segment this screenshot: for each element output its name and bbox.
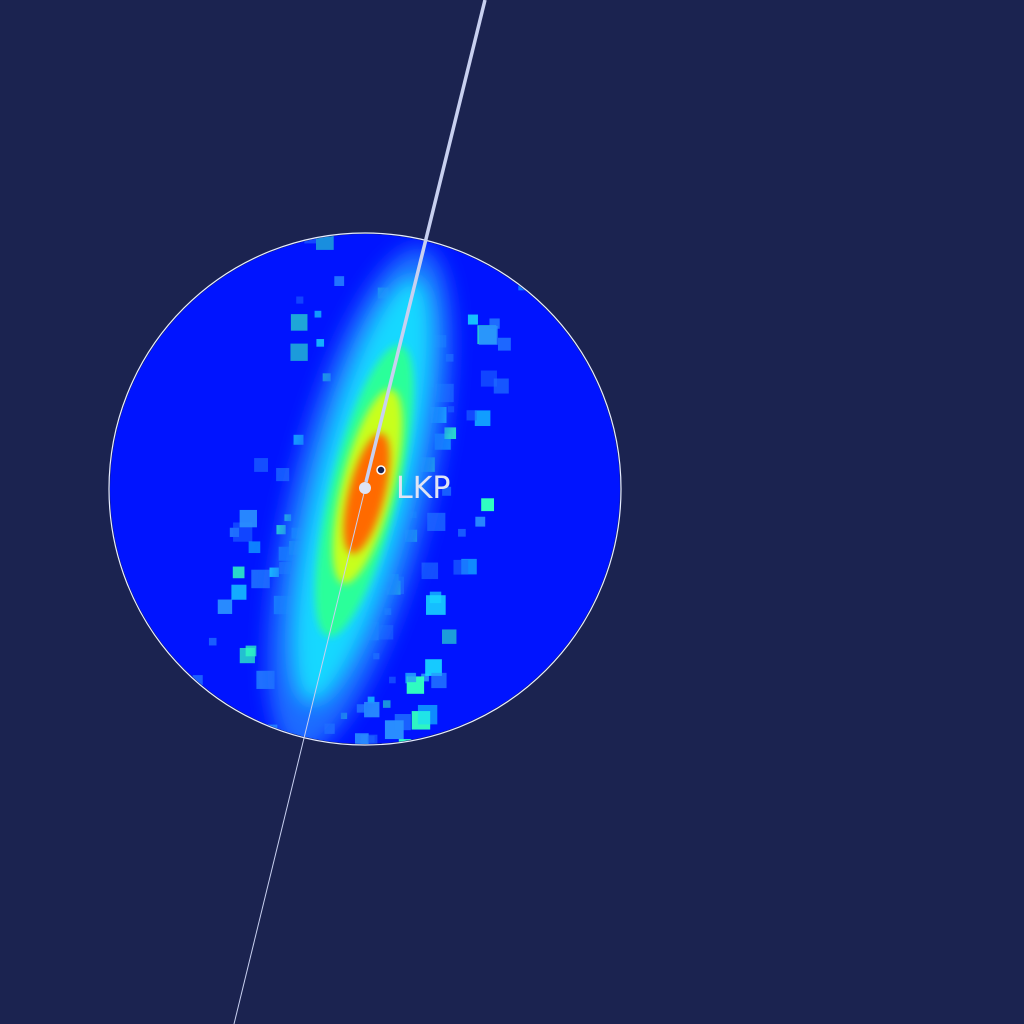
speckle bbox=[425, 659, 442, 676]
speckle bbox=[296, 296, 304, 304]
speckle bbox=[232, 566, 245, 579]
speckle bbox=[364, 701, 380, 718]
speckle bbox=[290, 343, 308, 361]
speckle bbox=[431, 672, 447, 689]
search-boundary bbox=[108, 232, 622, 746]
speckle bbox=[192, 675, 203, 686]
speckle bbox=[382, 700, 391, 708]
speckle bbox=[427, 512, 446, 531]
lkp-label: LKP bbox=[396, 471, 450, 506]
speckle bbox=[217, 599, 233, 614]
speckle bbox=[481, 498, 495, 512]
speckle bbox=[290, 314, 308, 331]
track-line bbox=[364, 0, 487, 483]
speckle bbox=[467, 314, 478, 325]
speckle bbox=[316, 234, 334, 250]
speckle bbox=[276, 468, 290, 482]
speckle bbox=[354, 733, 369, 744]
speckle bbox=[334, 276, 345, 286]
speckle bbox=[269, 567, 279, 577]
speckle bbox=[478, 325, 498, 345]
speckle bbox=[421, 673, 429, 682]
speckle bbox=[442, 486, 452, 496]
speckle bbox=[356, 704, 366, 713]
speckle bbox=[254, 458, 268, 472]
drift-line bbox=[233, 488, 366, 1024]
speckle bbox=[276, 525, 286, 535]
lkp-point[interactable] bbox=[359, 482, 371, 494]
speckle bbox=[389, 676, 396, 684]
speckle bbox=[231, 584, 247, 600]
speckle bbox=[314, 310, 322, 318]
speckle bbox=[421, 562, 439, 580]
speckle bbox=[251, 569, 270, 589]
speckle bbox=[293, 434, 304, 445]
speckle bbox=[426, 595, 446, 615]
speckle bbox=[245, 645, 257, 657]
speckle bbox=[239, 509, 257, 528]
speckle bbox=[367, 696, 375, 704]
speckle bbox=[417, 704, 438, 725]
speckle bbox=[480, 370, 497, 387]
speckle bbox=[208, 637, 217, 646]
speckle bbox=[458, 528, 466, 537]
speckle bbox=[474, 410, 491, 427]
speckle bbox=[466, 410, 477, 421]
speckle bbox=[394, 714, 411, 731]
speckle bbox=[442, 629, 457, 644]
speckle bbox=[497, 337, 511, 351]
speckle bbox=[407, 673, 417, 683]
speckle bbox=[248, 541, 261, 554]
speckle bbox=[367, 735, 375, 743]
speckle bbox=[444, 427, 457, 440]
speckle bbox=[447, 406, 455, 413]
speckle bbox=[493, 378, 509, 394]
datum-marker[interactable] bbox=[376, 465, 386, 475]
speckle bbox=[489, 318, 500, 329]
speckle bbox=[316, 339, 325, 347]
speckle bbox=[475, 516, 486, 527]
speckle bbox=[453, 559, 469, 575]
